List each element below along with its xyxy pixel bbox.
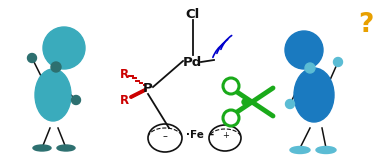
Ellipse shape (33, 145, 51, 151)
Text: P: P (143, 82, 153, 94)
Circle shape (242, 99, 248, 105)
Circle shape (285, 31, 323, 69)
Text: Cl: Cl (186, 8, 200, 20)
Text: Pd: Pd (182, 55, 201, 69)
Text: ·Fe: ·Fe (186, 130, 204, 140)
Text: –: – (163, 131, 167, 141)
Ellipse shape (316, 146, 336, 154)
Text: –: – (208, 130, 214, 140)
Text: ?: ? (358, 12, 374, 38)
Circle shape (285, 100, 294, 109)
Circle shape (305, 63, 315, 73)
Circle shape (333, 58, 342, 66)
Circle shape (71, 95, 81, 104)
Ellipse shape (294, 68, 334, 122)
Text: +: + (223, 132, 229, 141)
Text: R: R (119, 68, 129, 81)
Polygon shape (131, 89, 145, 98)
Text: R: R (119, 93, 129, 106)
Ellipse shape (290, 146, 310, 154)
Circle shape (51, 62, 61, 72)
Circle shape (28, 53, 37, 62)
Circle shape (223, 110, 239, 126)
Ellipse shape (35, 69, 71, 121)
Circle shape (43, 27, 85, 69)
Ellipse shape (57, 145, 75, 151)
Circle shape (223, 78, 239, 94)
